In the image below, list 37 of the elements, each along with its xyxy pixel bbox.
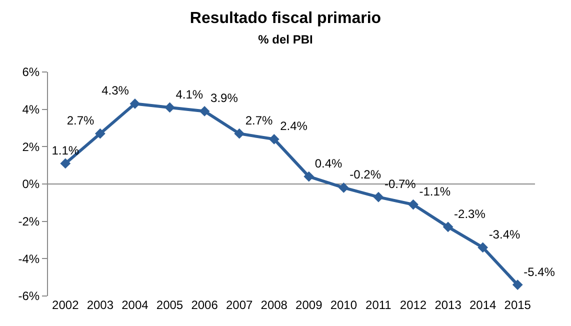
data-label: -3.4% <box>488 227 520 242</box>
x-tick-label: 2007 <box>226 298 253 312</box>
data-label: 2.7% <box>245 114 273 128</box>
x-tick-label: 2002 <box>52 298 80 312</box>
data-label: -0.2% <box>350 168 382 182</box>
y-tick-label: 4% <box>22 102 40 117</box>
y-tick-label: 2% <box>22 140 40 154</box>
x-tick-label: 2003 <box>86 298 114 312</box>
data-label: -1.1% <box>419 184 451 199</box>
x-tick-label: 2012 <box>400 298 427 312</box>
y-tick-label: 6% <box>22 65 40 80</box>
data-label: 4.3% <box>102 84 130 98</box>
y-tick-label: -4% <box>18 252 40 266</box>
y-tick-label: -2% <box>18 214 40 229</box>
data-label: -2.3% <box>454 206 486 221</box>
x-tick-label: 2006 <box>191 298 218 312</box>
data-label: 0.4% <box>314 156 343 171</box>
data-label: 2.7% <box>66 114 94 128</box>
x-tick-label: 2011 <box>366 298 392 312</box>
x-tick-label: 2013 <box>434 298 462 312</box>
x-tick-label: 2005 <box>156 298 184 312</box>
y-tick-label: 0% <box>22 177 40 192</box>
data-label: 4.1% <box>176 87 204 102</box>
x-tick-label: 2004 <box>122 298 149 312</box>
chart-subtitle: % del PBI <box>258 32 313 47</box>
y-tick-label: -6% <box>18 289 40 304</box>
x-tick-label: 2014 <box>469 298 496 312</box>
data-label: 3.9% <box>210 91 238 106</box>
x-tick-label: 2008 <box>260 298 288 312</box>
data-label: 2.4% <box>280 119 308 134</box>
x-tick-label: 2010 <box>330 298 358 312</box>
data-label: -0.7% <box>384 177 416 192</box>
chart-title: Resultado fiscal primario <box>190 10 382 27</box>
x-tick-label: 2009 <box>296 298 323 312</box>
data-label: -5.4% <box>524 264 556 279</box>
data-label: 1.1% <box>52 143 80 158</box>
x-tick-label: 2015 <box>504 298 532 312</box>
